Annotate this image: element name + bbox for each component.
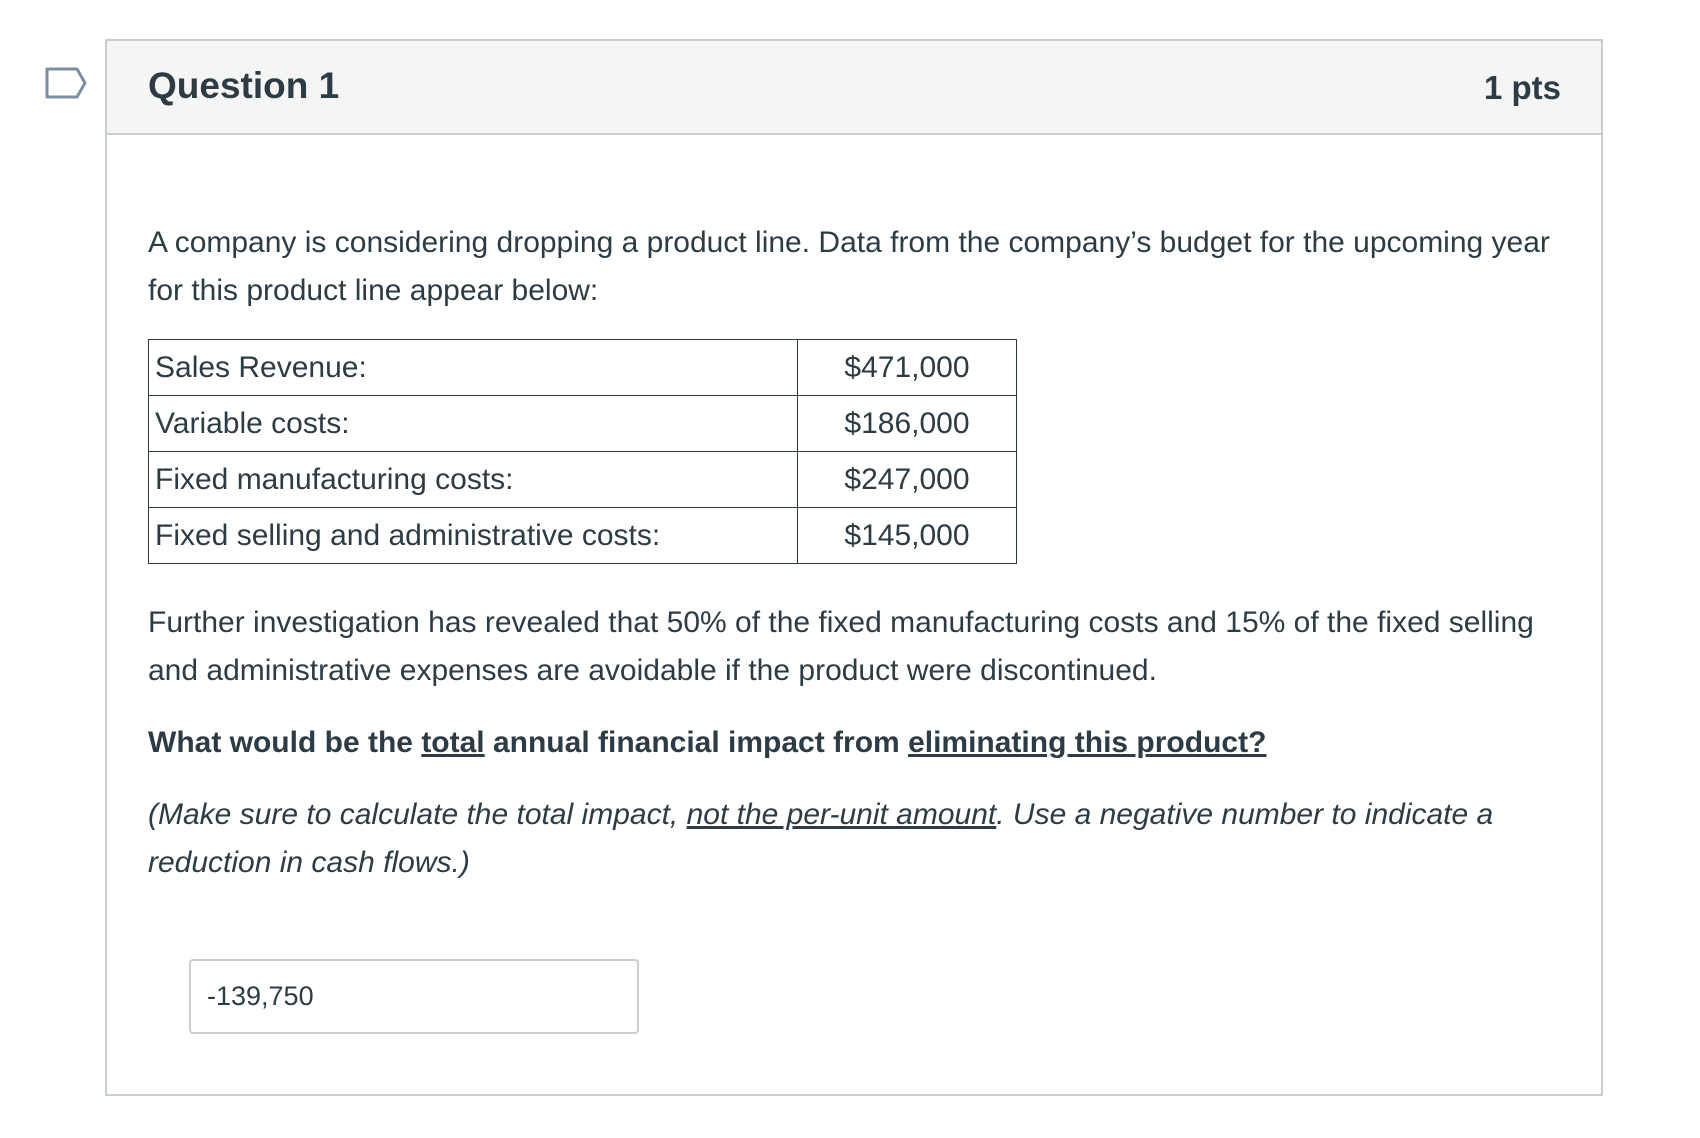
row-value: $471,000 xyxy=(797,339,1017,396)
row-label: Variable costs: xyxy=(148,395,798,452)
intro-text: A company is considering dropping a prod… xyxy=(148,226,1550,307)
budget-table: Sales Revenue: $471,000 Variable costs: $1… xyxy=(148,339,1017,564)
prompt-underline: total xyxy=(421,726,485,759)
row-label: Sales Revenue: xyxy=(148,339,798,396)
question-card: Question 1 1 pts A company is considerin… xyxy=(105,39,1603,1096)
note-underline: not the per-unit amount xyxy=(686,798,997,831)
table-row: Fixed manufacturing costs: $247,000 xyxy=(148,451,1017,508)
prompt-text: What would be the xyxy=(148,726,422,759)
row-value: $145,000 xyxy=(797,507,1017,564)
question-title: Question 1 xyxy=(148,65,340,106)
further-text: Further investigation has revealed that … xyxy=(148,606,1534,687)
note-text: . Use a negative number to indicate a re… xyxy=(148,798,1494,879)
note-text: (Make sure to calculate the total impact… xyxy=(148,798,687,831)
row-label: Fixed manufacturing costs: xyxy=(148,451,798,508)
question-points: 1 pts xyxy=(1483,69,1561,106)
question-note: (Make sure to calculate the total impact… xyxy=(148,791,1568,887)
row-value: $247,000 xyxy=(797,451,1017,508)
prompt-text: annual financial impact from xyxy=(484,726,909,759)
answer-input[interactable]: -139,750 xyxy=(189,959,639,1034)
flag-question-icon[interactable] xyxy=(45,67,87,99)
question-prompt: What would be the total annual financial… xyxy=(148,719,1568,767)
question-header: Question 1 1 pts xyxy=(107,41,1601,135)
prompt-underline: eliminating this product? xyxy=(908,726,1267,759)
table-row: Sales Revenue: $471,000 xyxy=(148,339,1017,396)
table-row: Variable costs: $186,000 xyxy=(148,395,1017,452)
table-row: Fixed selling and administrative costs: $… xyxy=(148,507,1017,564)
row-label: Fixed selling and administrative costs: xyxy=(148,507,798,564)
row-value: $186,000 xyxy=(797,395,1017,452)
